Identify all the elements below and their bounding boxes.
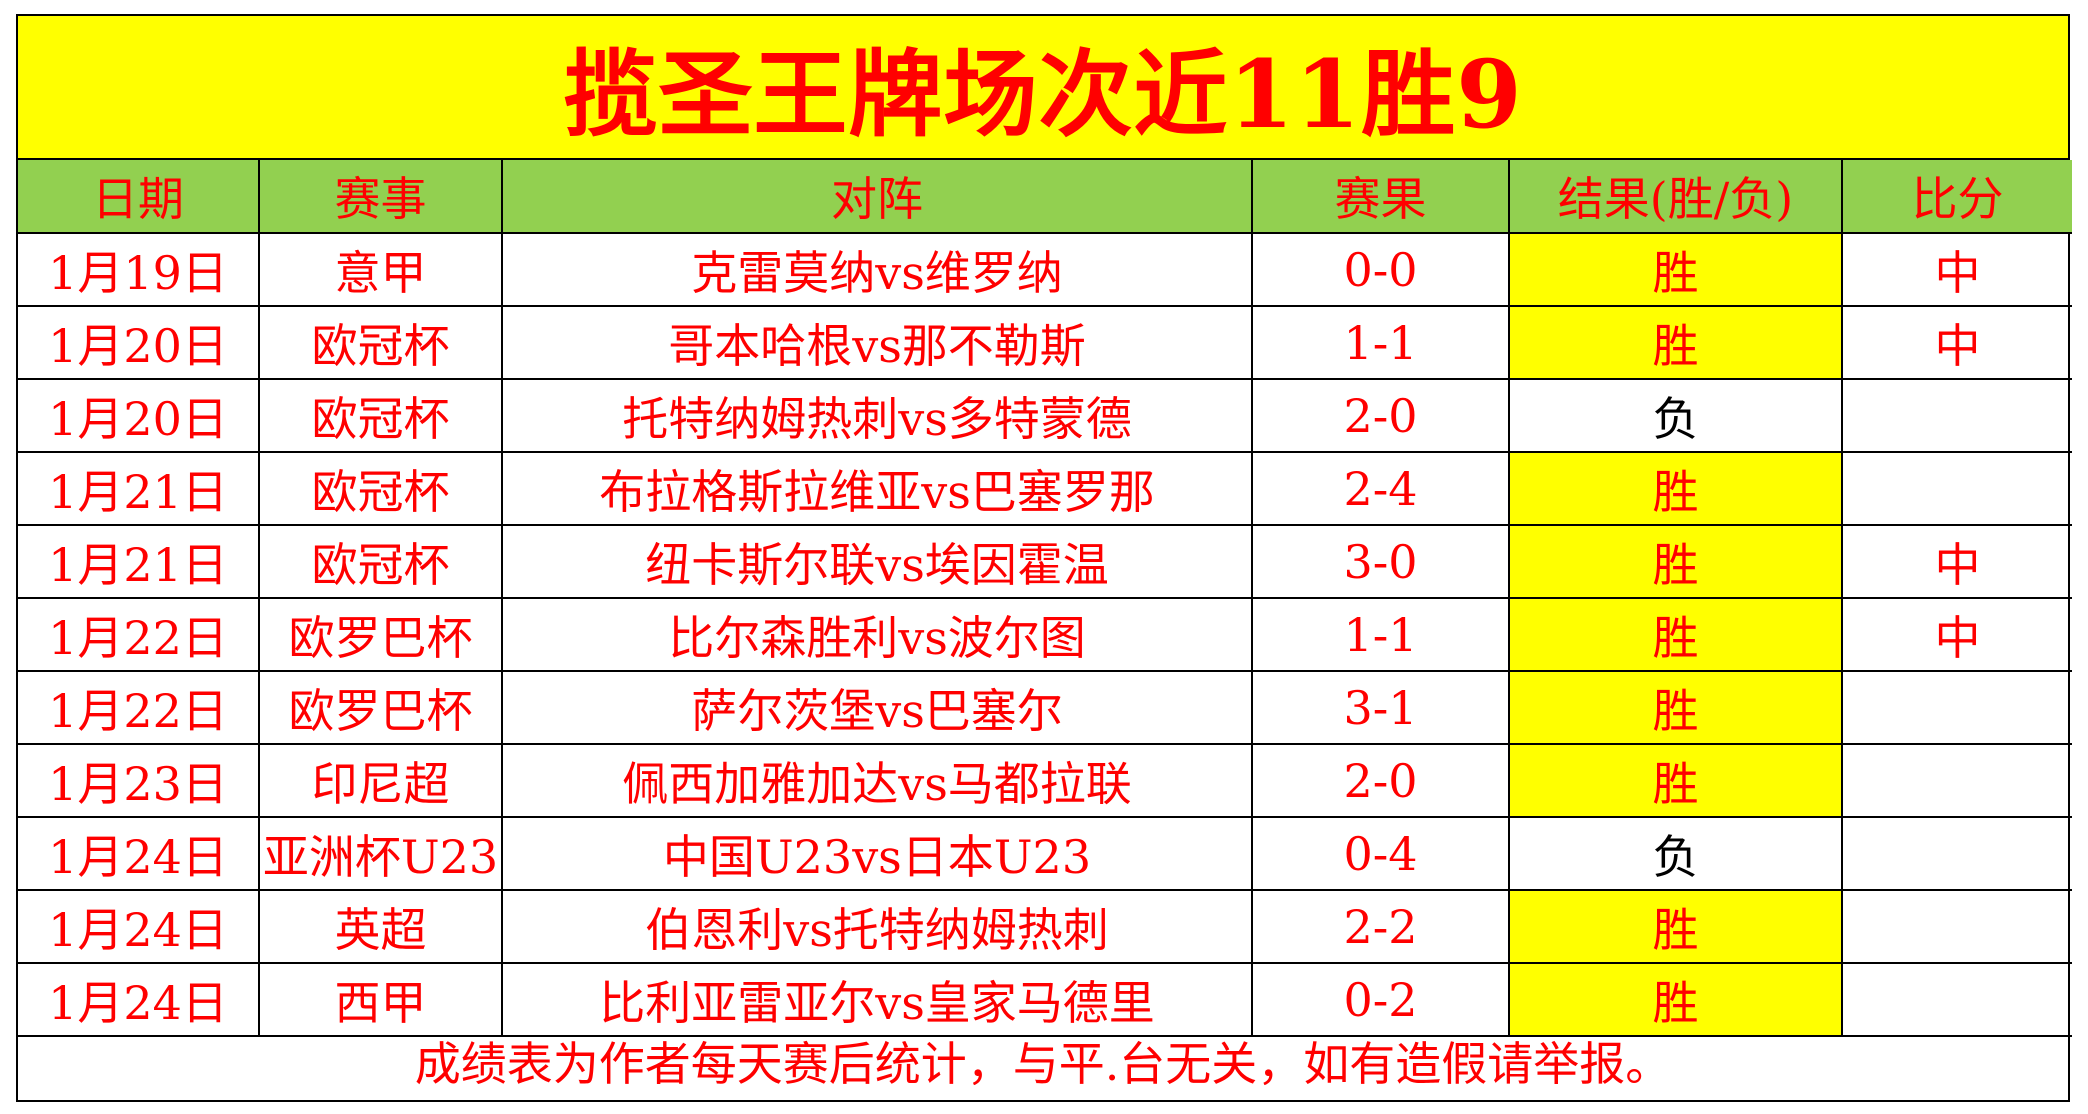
cell-score: 2-4 bbox=[1251, 451, 1510, 526]
cell-date: 1月20日 bbox=[18, 378, 260, 453]
cell-match: 布拉格斯拉维亚vs巴塞罗那 bbox=[501, 451, 1253, 526]
header-bifen: 比分 bbox=[1841, 160, 2072, 234]
cell-match: 纽卡斯尔联vs埃因霍温 bbox=[501, 524, 1253, 599]
cell-score: 2-2 bbox=[1251, 889, 1510, 964]
table-row: 1月23日 印尼超 佩西加雅加达vs马都拉联 2-0 胜 bbox=[18, 743, 2072, 818]
table-row: 1月24日 英超 伯恩利vs托特纳姆热刺 2-2 胜 bbox=[18, 889, 2072, 964]
cell-score: 2-0 bbox=[1251, 743, 1510, 818]
cell-bifen: 中 bbox=[1841, 597, 2072, 672]
cell-date: 1月24日 bbox=[18, 816, 260, 891]
cell-league: 印尼超 bbox=[258, 743, 503, 818]
cell-score: 0-2 bbox=[1251, 962, 1510, 1037]
header-league: 赛事 bbox=[258, 160, 503, 234]
header-score: 赛果 bbox=[1251, 160, 1510, 234]
cell-bifen bbox=[1841, 816, 2072, 891]
cell-score: 2-0 bbox=[1251, 378, 1510, 453]
cell-date: 1月21日 bbox=[18, 524, 260, 599]
cell-league: 亚洲杯U23 bbox=[258, 816, 503, 891]
cell-bifen bbox=[1841, 378, 2072, 453]
cell-league: 欧冠杯 bbox=[258, 524, 503, 599]
cell-match: 萨尔茨堡vs巴塞尔 bbox=[501, 670, 1253, 745]
cell-match: 比利亚雷亚尔vs皇家马德里 bbox=[501, 962, 1253, 1037]
cell-score: 1-1 bbox=[1251, 305, 1510, 380]
cell-result: 胜 bbox=[1508, 962, 1843, 1037]
table-row: 1月20日 欧冠杯 托特纳姆热刺vs多特蒙德 2-0 负 bbox=[18, 378, 2072, 453]
table-row: 1月21日 欧冠杯 纽卡斯尔联vs埃因霍温 3-0 胜中 bbox=[18, 524, 2072, 599]
cell-bifen: 中 bbox=[1841, 524, 2072, 599]
cell-date: 1月20日 bbox=[18, 305, 260, 380]
cell-league: 欧冠杯 bbox=[258, 451, 503, 526]
cell-score: 0-0 bbox=[1251, 232, 1510, 307]
cell-date: 1月19日 bbox=[18, 232, 260, 307]
cell-match: 中国U23vs日本U23 bbox=[501, 816, 1253, 891]
cell-bifen bbox=[1841, 889, 2072, 964]
cell-league: 欧罗巴杯 bbox=[258, 670, 503, 745]
cell-league: 英超 bbox=[258, 889, 503, 964]
cell-match: 哥本哈根vs那不勒斯 bbox=[501, 305, 1253, 380]
table-row: 1月20日 欧冠杯 哥本哈根vs那不勒斯 1-1 胜中 bbox=[18, 305, 2072, 380]
table-row: 1月22日 欧罗巴杯 萨尔茨堡vs巴塞尔 3-1 胜 bbox=[18, 670, 2072, 745]
cell-bifen bbox=[1841, 451, 2072, 526]
cell-result: 胜 bbox=[1508, 597, 1843, 672]
cell-result: 胜 bbox=[1508, 232, 1843, 307]
cell-score: 3-0 bbox=[1251, 524, 1510, 599]
header-match: 对阵 bbox=[501, 160, 1253, 234]
cell-date: 1月22日 bbox=[18, 670, 260, 745]
cell-bifen bbox=[1841, 670, 2072, 745]
cell-result: 胜 bbox=[1508, 670, 1843, 745]
cell-league: 欧冠杯 bbox=[258, 378, 503, 453]
cell-match: 克雷莫纳vs维罗纳 bbox=[501, 232, 1253, 307]
cell-result: 负 bbox=[1508, 378, 1843, 453]
footer-note: 成绩表为作者每天赛后统计，与平.台无关，如有造假请举报。 bbox=[414, 1037, 1672, 1091]
cell-date: 1月21日 bbox=[18, 451, 260, 526]
cell-date: 1月24日 bbox=[18, 889, 260, 964]
cell-result: 胜 bbox=[1508, 743, 1843, 818]
cell-result: 负 bbox=[1508, 816, 1843, 891]
cell-score: 3-1 bbox=[1251, 670, 1510, 745]
table-row: 1月24日 亚洲杯U23 中国U23vs日本U23 0-4 负 bbox=[18, 816, 2072, 891]
cell-result: 胜 bbox=[1508, 451, 1843, 526]
results-sheet: 揽圣王牌场次近11胜9 日期 赛事 对阵 赛果 结果(胜/负) 比分 1月19日… bbox=[16, 14, 2072, 1102]
cell-bifen bbox=[1841, 962, 2072, 1037]
cell-result: 胜 bbox=[1508, 524, 1843, 599]
cell-bifen: 中 bbox=[1841, 305, 2072, 380]
cell-league: 欧罗巴杯 bbox=[258, 597, 503, 672]
cell-score: 0-4 bbox=[1251, 816, 1510, 891]
cell-match: 佩西加雅加达vs马都拉联 bbox=[501, 743, 1253, 818]
cell-date: 1月23日 bbox=[18, 743, 260, 818]
table-row: 1月22日 欧罗巴杯 比尔森胜利vs波尔图 1-1 胜中 bbox=[18, 597, 2072, 672]
cell-match: 比尔森胜利vs波尔图 bbox=[501, 597, 1253, 672]
header-date: 日期 bbox=[18, 160, 260, 234]
sheet-title: 揽圣王牌场次近11胜9 bbox=[18, 16, 2068, 160]
cell-league: 西甲 bbox=[258, 962, 503, 1037]
cell-bifen bbox=[1841, 743, 2072, 818]
cell-date: 1月22日 bbox=[18, 597, 260, 672]
cell-result: 胜 bbox=[1508, 305, 1843, 380]
cell-match: 伯恩利vs托特纳姆热刺 bbox=[501, 889, 1253, 964]
cell-bifen: 中 bbox=[1841, 232, 2072, 307]
results-table: 日期 赛事 对阵 赛果 结果(胜/负) 比分 1月19日 意甲 克雷莫纳vs维罗纳 0… bbox=[18, 160, 2072, 1037]
table-row: 1月21日 欧冠杯 布拉格斯拉维亚vs巴塞罗那 2-4 胜 bbox=[18, 451, 2072, 526]
cell-league: 意甲 bbox=[258, 232, 503, 307]
table-row: 1月19日 意甲 克雷莫纳vs维罗纳 0-0 胜中 bbox=[18, 232, 2072, 307]
cell-result: 胜 bbox=[1508, 889, 1843, 964]
cell-date: 1月24日 bbox=[18, 962, 260, 1037]
table-row: 1月24日 西甲 比利亚雷亚尔vs皇家马德里 0-2 胜 bbox=[18, 962, 2072, 1037]
cell-league: 欧冠杯 bbox=[258, 305, 503, 380]
header-row: 日期 赛事 对阵 赛果 结果(胜/负) 比分 bbox=[18, 160, 2072, 234]
cell-match: 托特纳姆热刺vs多特蒙德 bbox=[501, 378, 1253, 453]
cell-score: 1-1 bbox=[1251, 597, 1510, 672]
header-result: 结果(胜/负) bbox=[1508, 160, 1843, 234]
